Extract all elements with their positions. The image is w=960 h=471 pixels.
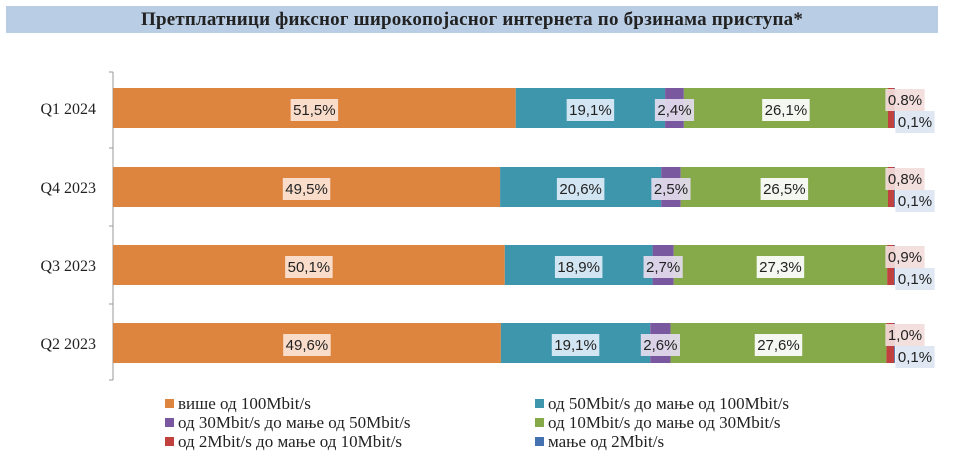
data-label-bg — [283, 334, 331, 356]
data-label: 0,1% — [898, 271, 932, 288]
data-label: 27,3% — [759, 259, 802, 276]
legend-swatch — [535, 418, 544, 427]
data-label-bg — [885, 324, 925, 346]
data-label: 49,6% — [286, 337, 329, 354]
category-label: Q4 2023 — [40, 180, 96, 197]
data-label: 20,6% — [559, 181, 602, 198]
data-label-bg — [640, 334, 680, 356]
data-label: 1,0% — [888, 327, 922, 344]
legend-swatch — [535, 437, 544, 446]
legend-item: од 30Mbit/s до мање од 50Mbit/s — [165, 413, 535, 432]
data-label-bg — [285, 256, 333, 278]
data-label: 2,4% — [657, 102, 691, 119]
data-label: 2,5% — [654, 181, 688, 198]
legend-item: од 2Mbit/s до мање од 10Mbit/s — [165, 432, 535, 451]
legend-item: од 10Mbit/s до мање од 30Mbit/s — [535, 413, 865, 432]
data-label: 0,8% — [888, 171, 922, 188]
data-label-bg — [290, 99, 339, 121]
legend: више од 100Mbit/s од 50Mbit/s до мање од … — [165, 394, 865, 451]
legend-label: од 30Mbit/s до мање од 50Mbit/s — [178, 413, 411, 432]
legend-label: од 2Mbit/s до мање од 10Mbit/s — [178, 432, 403, 451]
data-label: 27,6% — [757, 337, 800, 354]
stacked-bar-chart: Q1 2024 51,5% 19,1% 2,4% 26,1% 0.8% 0,1% Q4 202… — [40, 71, 935, 381]
data-label-bg — [566, 99, 615, 121]
data-label-bg — [885, 89, 925, 111]
legend-item: више од 100Mbit/s — [165, 394, 535, 413]
data-label-bg — [895, 268, 935, 290]
data-label: 0,1% — [898, 349, 932, 366]
data-label: 50,1% — [288, 259, 331, 276]
data-label-bg — [754, 334, 803, 356]
data-label: 18,9% — [557, 259, 600, 276]
data-label: 2,7% — [646, 259, 680, 276]
data-label: 0.8% — [888, 92, 922, 109]
data-label: 49,5% — [285, 181, 328, 198]
data-label: 0,9% — [888, 249, 922, 266]
data-label-bg — [554, 256, 603, 278]
data-label: 51,5% — [293, 102, 336, 119]
data-label-bg — [556, 178, 605, 200]
data-label: 2,6% — [643, 337, 677, 354]
legend-label: више од 100Mbit/s — [178, 394, 311, 413]
data-label: 26,1% — [765, 102, 808, 119]
data-label: 19,1% — [554, 337, 597, 354]
data-label-bg — [654, 99, 695, 121]
legend-label: од 50Mbit/s до мање од 100Mbit/s — [548, 394, 790, 413]
data-label: 26,5% — [763, 181, 806, 198]
legend-swatch — [535, 399, 544, 408]
category-label: Q1 2024 — [40, 101, 96, 118]
data-label-bg — [551, 334, 600, 356]
legend-swatch — [165, 399, 174, 408]
data-label-bg — [756, 256, 805, 278]
data-label: 0,1% — [898, 193, 932, 210]
data-label-bg — [895, 346, 935, 368]
data-label-bg — [282, 178, 331, 200]
data-label: 19,1% — [569, 102, 612, 119]
data-label-bg — [895, 190, 935, 212]
data-label-bg — [643, 256, 683, 278]
legend-label: мање од 2Mbit/s — [548, 432, 665, 451]
data-label-bg — [885, 168, 925, 190]
data-label-bg — [762, 99, 810, 121]
legend-item: мање од 2Mbit/s — [535, 432, 865, 451]
data-label-bg — [760, 178, 809, 200]
legend-swatch — [165, 418, 174, 427]
category-label: Q3 2023 — [40, 258, 96, 275]
data-label-bg — [885, 246, 925, 268]
legend-item: од 50Mbit/s до мање од 100Mbit/s — [535, 394, 865, 413]
data-label-bg — [651, 178, 691, 200]
chart-title: Претплатници фиксног широкопојасног инте… — [6, 6, 938, 33]
legend-swatch — [165, 437, 174, 446]
category-label: Q2 2023 — [40, 336, 96, 353]
data-label: 0,1% — [898, 114, 932, 131]
legend-label: од 10Mbit/s до мање од 30Mbit/s — [548, 413, 781, 432]
data-label-bg — [895, 111, 935, 133]
